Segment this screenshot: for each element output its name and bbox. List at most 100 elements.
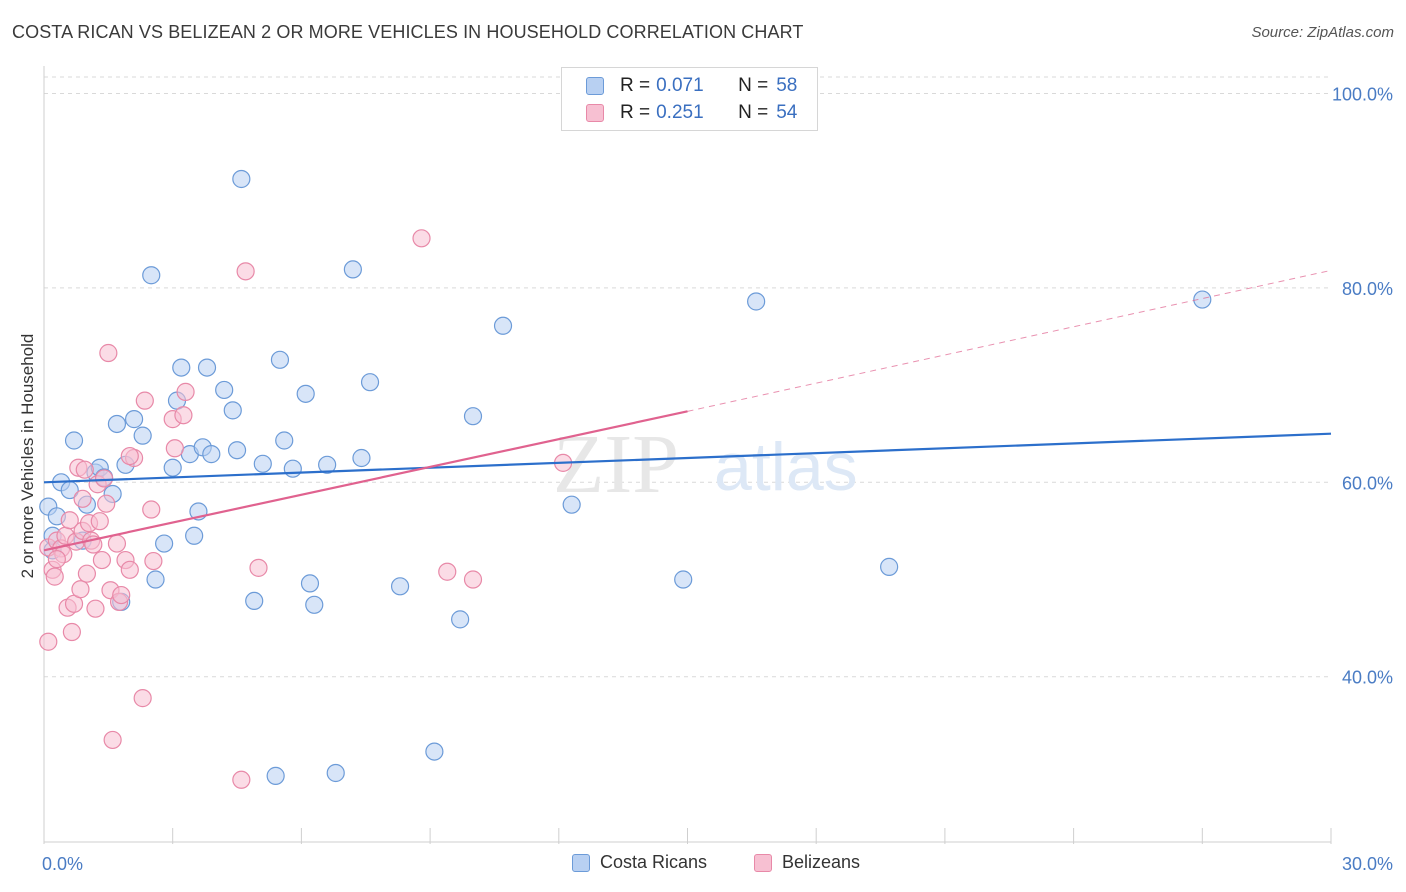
x-tick-label: 30.0% — [1342, 854, 1393, 874]
stats-legend: R = 0.071 N = 58 R = 0.251 N = 54 — [561, 67, 818, 131]
data-point-belizeans — [90, 512, 109, 531]
bottom-legend-swatch-blue — [572, 853, 590, 872]
legend-r-label: R = — [620, 75, 651, 96]
chart-title: COSTA RICAN VS BELIZEAN 2 OR MORE VEHICL… — [12, 22, 804, 42]
data-point-costa-ricans — [227, 441, 247, 460]
bottom-legend-belizeans: Belizeans — [754, 852, 860, 873]
data-point-costa-ricans — [163, 458, 182, 477]
series-belizeans — [39, 229, 573, 789]
data-point-belizeans — [135, 391, 154, 410]
legend-r-value: 0.251 — [656, 102, 704, 123]
data-point-costa-ricans — [305, 595, 324, 614]
y-tick-label: 80.0% — [1342, 279, 1393, 299]
data-point-belizeans — [39, 632, 58, 651]
data-point-costa-ricans — [880, 557, 899, 576]
legend-n-value: 58 — [776, 75, 798, 96]
data-point-costa-ricans — [451, 610, 470, 629]
legend-row-costa-ricans: R = 0.071 N = 58 — [586, 74, 797, 98]
chart-source: Source: ZipAtlas.com — [1251, 24, 1394, 41]
data-point-costa-ricans — [133, 426, 152, 445]
data-point-costa-ricans — [674, 570, 693, 589]
data-point-costa-ricans — [296, 384, 315, 403]
data-point-belizeans — [94, 469, 114, 488]
data-point-belizeans — [107, 534, 127, 553]
data-point-costa-ricans — [107, 414, 127, 434]
data-point-costa-ricans — [275, 431, 294, 450]
data-point-costa-ricans — [270, 350, 290, 369]
data-point-costa-ricans — [232, 169, 251, 189]
data-point-belizeans — [103, 730, 122, 750]
data-point-costa-ricans — [463, 407, 483, 426]
data-point-costa-ricans — [1193, 290, 1212, 309]
data-point-costa-ricans — [215, 380, 234, 400]
data-point-costa-ricans — [142, 266, 161, 285]
legend-n-label: N = — [738, 75, 769, 96]
data-point-costa-ricans — [124, 410, 144, 429]
data-point-belizeans — [232, 770, 251, 789]
legend-n-value: 54 — [776, 102, 798, 123]
data-point-belizeans — [62, 622, 81, 642]
data-point-costa-ricans — [155, 534, 174, 553]
y-tick-label: 60.0% — [1342, 473, 1393, 493]
trend-line-belizeans-extrapolated — [687, 269, 1332, 412]
data-point-costa-ricans — [64, 431, 84, 450]
data-point-costa-ricans — [223, 401, 242, 420]
data-point-belizeans — [45, 567, 64, 586]
data-point-costa-ricans — [493, 316, 513, 335]
x-tick-label: 0.0% — [42, 854, 83, 874]
data-point-costa-ricans — [172, 358, 191, 377]
data-point-belizeans — [249, 558, 268, 577]
data-point-belizeans — [97, 494, 116, 513]
data-point-belizeans — [236, 262, 255, 281]
legend-row-belizeans: R = 0.251 N = 54 — [586, 101, 797, 125]
data-point-costa-ricans — [146, 570, 165, 589]
data-point-belizeans — [71, 580, 90, 599]
data-point-costa-ricans — [747, 292, 766, 311]
bottom-legend-label: Belizeans — [782, 852, 861, 872]
legend-r-label: R = — [620, 102, 651, 123]
watermark-atlas: atlas — [714, 429, 858, 505]
watermark: ZIP atlas — [553, 418, 858, 511]
data-point-costa-ricans — [343, 260, 362, 279]
data-point-costa-ricans — [253, 454, 272, 473]
data-point-belizeans — [176, 382, 195, 401]
y-tick-label: 100.0% — [1332, 84, 1393, 104]
data-point-costa-ricans — [245, 591, 264, 611]
data-point-belizeans — [77, 564, 97, 583]
data-point-belizeans — [120, 446, 139, 466]
legend-r-value: 0.071 — [656, 75, 704, 96]
data-point-belizeans — [112, 585, 131, 605]
data-point-belizeans — [73, 489, 92, 508]
data-point-belizeans — [86, 599, 105, 618]
data-point-costa-ricans — [202, 445, 221, 464]
data-point-belizeans — [165, 439, 184, 458]
data-point-belizeans — [144, 551, 163, 571]
watermark-zip: ZIP — [553, 418, 679, 511]
data-point-belizeans — [60, 511, 79, 530]
data-point-belizeans — [438, 562, 457, 581]
data-point-belizeans — [99, 343, 118, 363]
bottom-legend-label: Costa Ricans — [600, 852, 708, 872]
data-point-costa-ricans — [185, 526, 204, 545]
data-point-costa-ricans — [390, 577, 410, 596]
legend-swatch-blue — [586, 77, 604, 95]
trend-line-belizeans — [43, 410, 688, 552]
trend-lines — [43, 269, 1332, 552]
data-point-costa-ricans — [352, 448, 371, 468]
data-point-costa-ricans — [562, 495, 581, 514]
data-point-belizeans — [92, 550, 112, 570]
data-point-costa-ricans — [425, 742, 444, 761]
data-point-costa-ricans — [318, 455, 337, 474]
data-point-belizeans — [120, 560, 139, 579]
trend-line-costa-ricans — [43, 432, 1332, 484]
data-point-belizeans — [47, 550, 66, 569]
axes — [43, 66, 1332, 844]
data-point-belizeans — [174, 406, 193, 425]
y-tick-label: 40.0% — [1342, 668, 1393, 688]
bottom-legend-swatch-pink — [754, 853, 772, 872]
data-point-belizeans — [412, 229, 431, 248]
data-point-belizeans — [142, 500, 161, 519]
data-point-costa-ricans — [326, 763, 345, 783]
data-point-belizeans — [133, 689, 152, 708]
